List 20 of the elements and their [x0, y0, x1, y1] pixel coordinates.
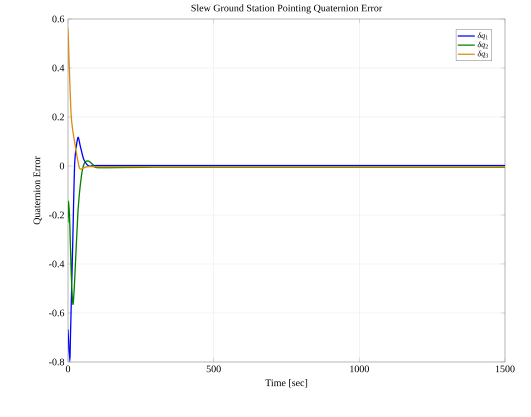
- line-series: [68, 160, 505, 306]
- x-tick-label: 0: [66, 366, 70, 372]
- y-tick-label: -0.4: [49, 260, 64, 268]
- y-tick-label: 0: [60, 162, 64, 170]
- y-tick-label: -0.8: [49, 358, 64, 366]
- y-tick-label: -0.6: [49, 310, 64, 316]
- y-tick-label: 0.2: [52, 114, 64, 120]
- y-axis-title: Quaternion Error: [34, 156, 42, 224]
- x-tick-label: 1000: [350, 366, 369, 372]
- x-tick-label: 500: [206, 366, 221, 372]
- y-tick-label: 0.4: [52, 64, 64, 72]
- legend-label: δq$_{2}$: [478, 42, 488, 49]
- x-axis-title: Time [sec]: [265, 379, 308, 388]
- x-tick-label: 1500: [496, 366, 515, 372]
- chart-title: Slew Ground Station Pointing Quaternion Error: [191, 4, 382, 14]
- legend-label: δq$_{1}$: [478, 32, 488, 40]
- line-series: [68, 136, 505, 362]
- y-tick-label: 0.6: [52, 16, 64, 22]
- y-tick-label: -0.2: [49, 212, 64, 218]
- legend-label: δq$_{3}$: [478, 50, 488, 58]
